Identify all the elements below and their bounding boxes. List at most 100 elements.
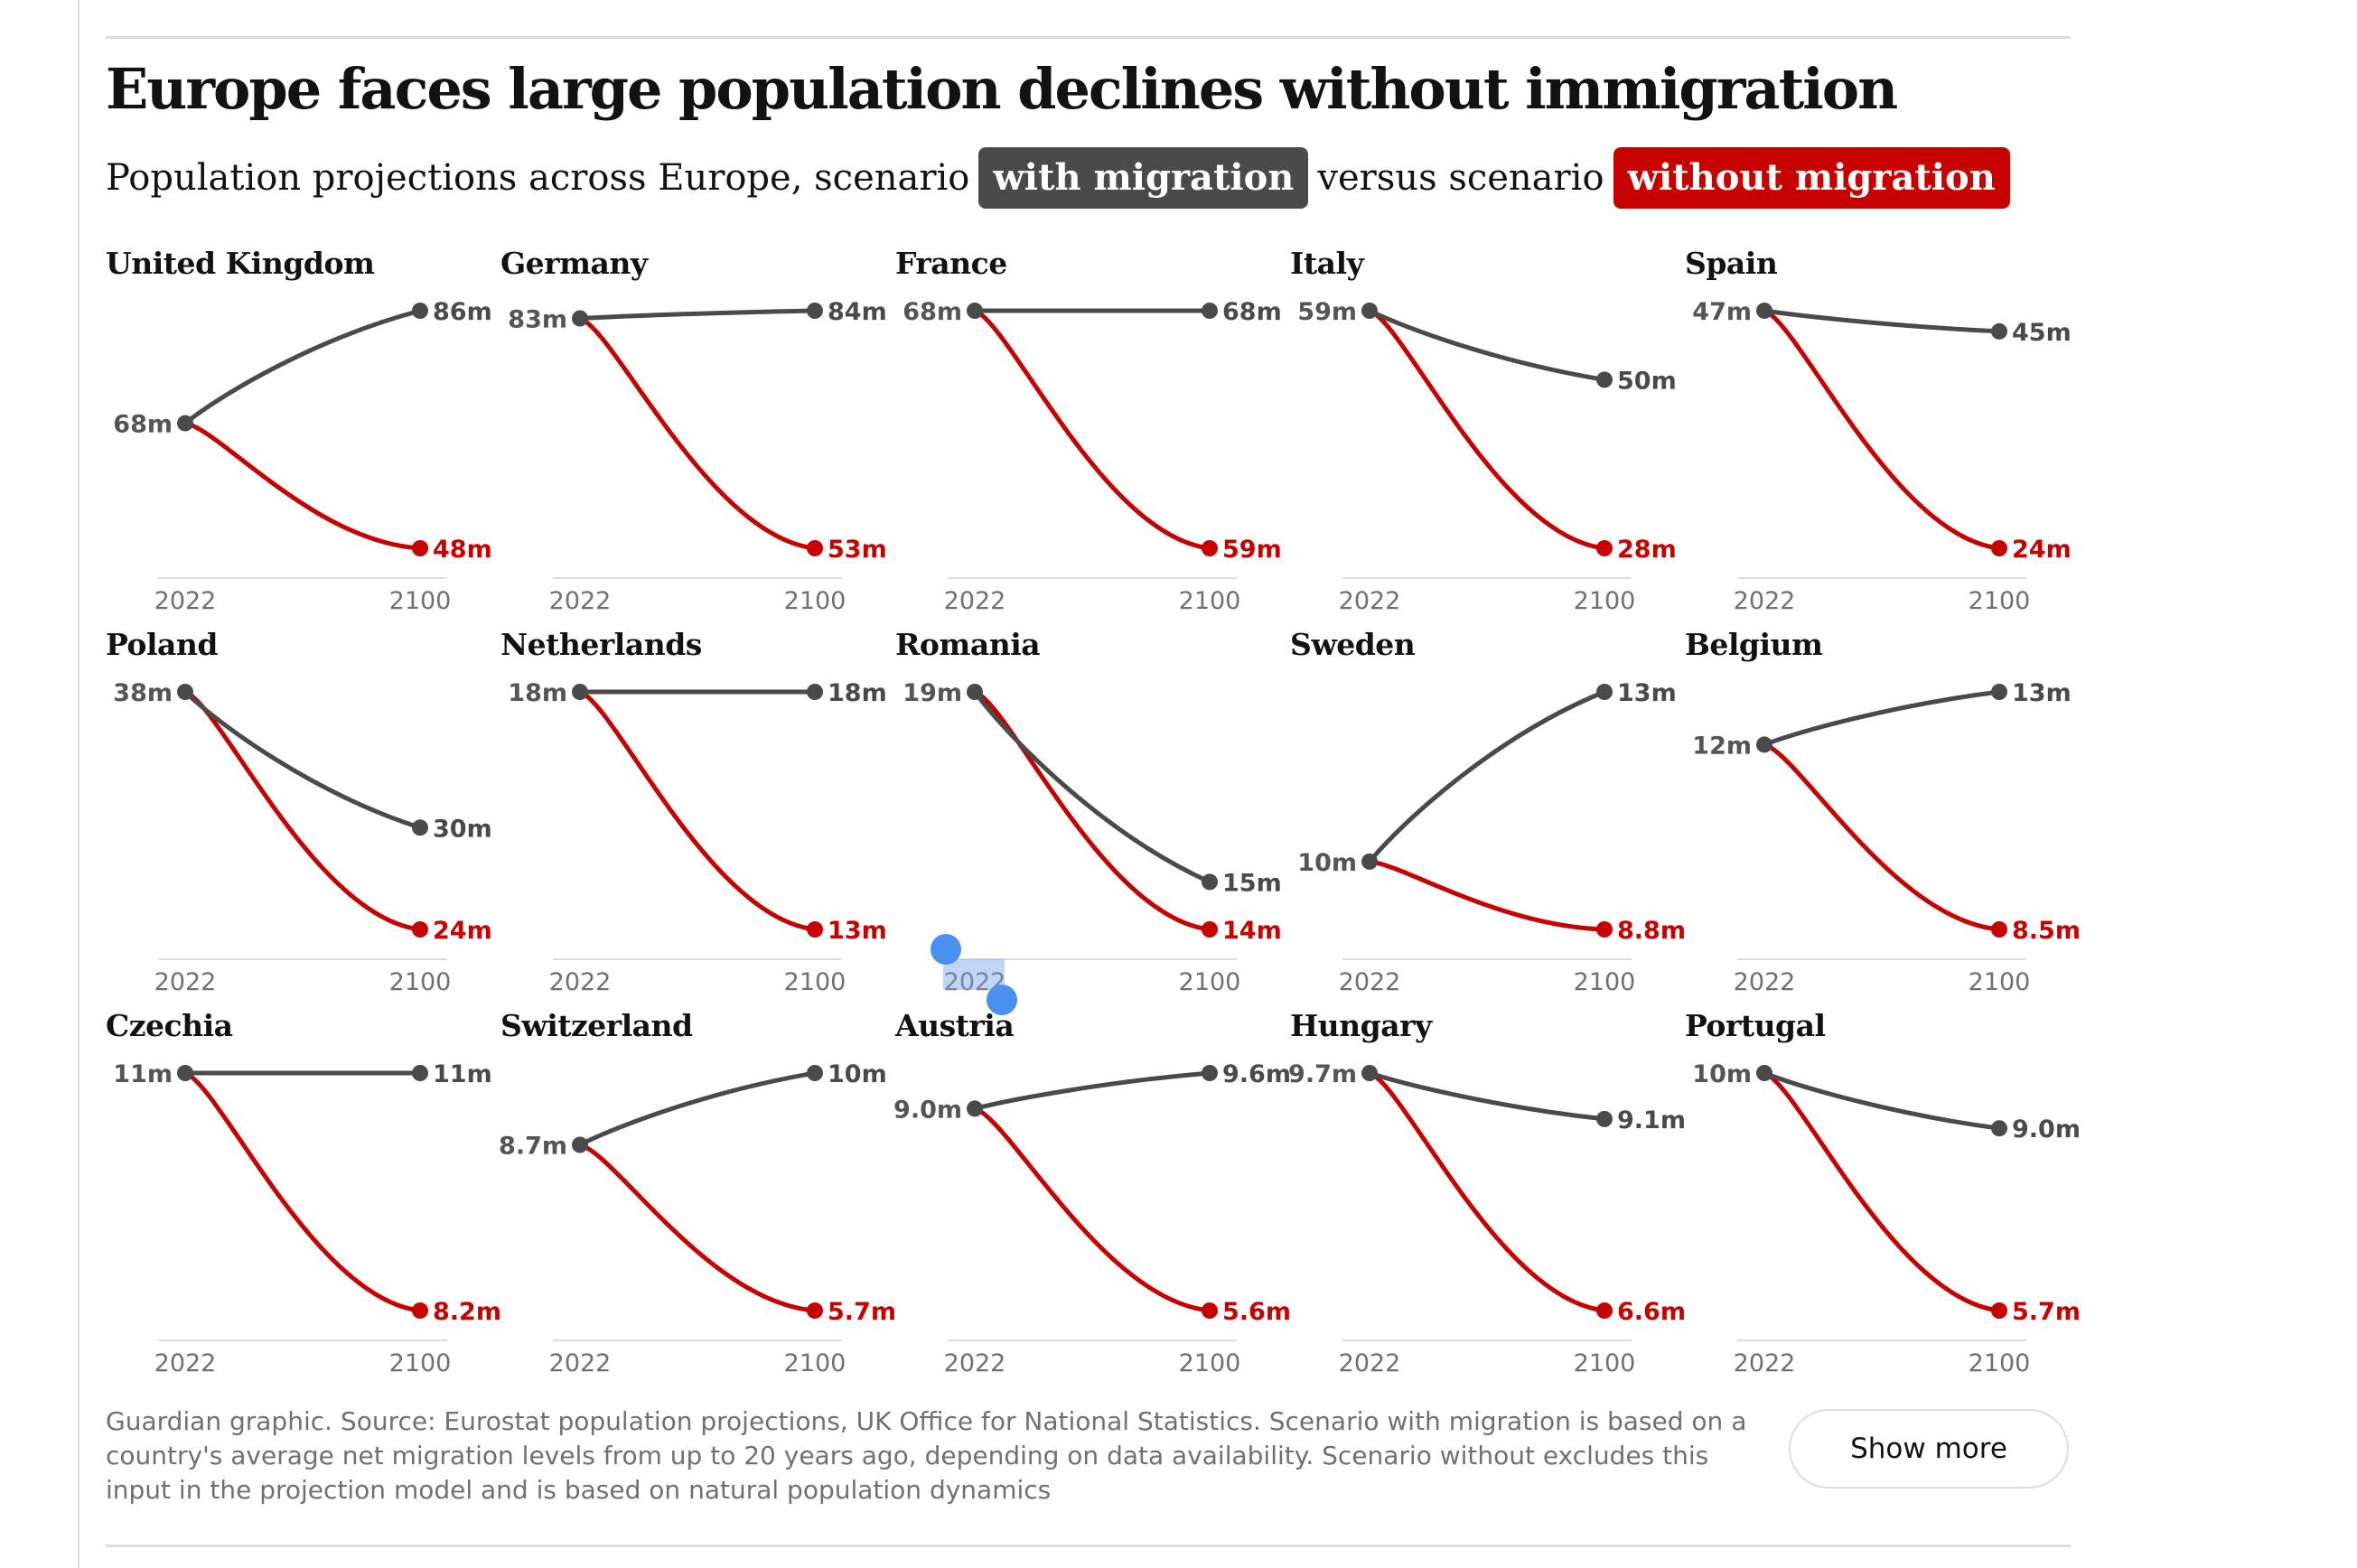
x-tick-label: 2100: [1179, 587, 1241, 615]
with-end-point: [1202, 873, 1218, 891]
chart-svg-united-kingdom: 2022 2100 48m 86m 68m: [113, 298, 492, 615]
x-tick-label: 2100: [1179, 968, 1241, 996]
without-end-point: [1202, 540, 1218, 556]
without-end-point: [1202, 921, 1218, 938]
without-end-point: [1596, 1302, 1613, 1319]
start-point: [1361, 1065, 1378, 1081]
chart-panel-czechia: Czechia 2022 2100 8.2m 11m 11m: [106, 1008, 501, 1387]
show-more-button[interactable]: Show more: [1789, 1409, 2069, 1489]
with-migration-line: [1762, 1070, 2002, 1131]
x-tick-label: 2100: [784, 1349, 846, 1377]
x-tick-label: 2022: [944, 1349, 1006, 1377]
top-divider: [106, 36, 2071, 39]
without-migration-line: [182, 689, 423, 932]
subtitle: Population projections across Europe, sc…: [106, 145, 2019, 211]
with-end-label: 11m: [433, 1060, 492, 1088]
with-migration-line: [1367, 1070, 1607, 1122]
x-tick-label: 2022: [1734, 968, 1796, 996]
start-label: 9.0m: [893, 1096, 962, 1124]
with-end-point: [1596, 684, 1613, 700]
x-tick-label: 2022: [944, 587, 1006, 615]
chart-title-austria: Austria: [895, 1008, 1015, 1043]
with-migration-line: [577, 308, 818, 321]
with-end-label: 84m: [828, 298, 887, 326]
with-end-point: [1596, 371, 1613, 388]
chart-panel-portugal: Portugal 2022 2100 5.7m 9.0m 10m: [1685, 1008, 2081, 1387]
with-end-point: [412, 1065, 428, 1081]
without-end-label: 28m: [1617, 536, 1677, 564]
chart-panel-belgium: Belgium 2022 2100 8.5m 13m 12m: [1685, 627, 2081, 1006]
start-point: [177, 415, 193, 432]
with-end-label: 45m: [2012, 319, 2072, 347]
without-end-label: 59m: [1222, 536, 1282, 564]
without-migration-line: [182, 421, 423, 551]
x-tick-label: 2100: [1969, 587, 2031, 615]
start-point: [967, 684, 983, 700]
with-end-label: 50m: [1617, 367, 1677, 395]
source-note: Guardian graphic. Source: Eurostat popul…: [106, 1406, 1747, 1505]
without-end-point: [807, 1302, 823, 1319]
x-tick-label: 2100: [1574, 587, 1636, 615]
start-label: 47m: [1692, 298, 1752, 326]
x-tick-label: 2022: [549, 587, 612, 615]
without-migration-line: [577, 316, 818, 551]
chart-panel-france: France 2022 2100 59m 68m 68m: [895, 246, 1284, 625]
chart-svg-portugal: 2022 2100 5.7m 9.0m 10m: [1692, 1060, 2081, 1377]
start-label: 18m: [508, 679, 567, 707]
x-tick-label: 2022: [1339, 968, 1401, 996]
without-end-label: 6.6m: [1617, 1298, 1686, 1326]
chart-title-czechia: Czechia: [106, 1008, 233, 1043]
without-end-label: 48m: [433, 536, 492, 564]
without-end-point: [1991, 540, 2007, 556]
without-migration-line: [577, 689, 818, 932]
chart-svg-germany: 2022 2100 53m 84m 83m: [508, 298, 887, 615]
chart-title-portugal: Portugal: [1685, 1008, 1826, 1043]
without-migration-key: without migration: [1613, 147, 2010, 209]
start-label: 68m: [113, 411, 173, 439]
with-end-label: 13m: [1617, 679, 1677, 707]
x-tick-label: 2022: [1339, 587, 1401, 615]
start-point: [967, 303, 983, 319]
with-end-label: 18m: [828, 679, 887, 707]
without-migration-line: [1762, 1070, 2002, 1313]
x-tick-label: 2100: [1969, 968, 2031, 996]
chart-svg-switzerland: 2022 2100 5.7m 10m 8.7m: [499, 1060, 896, 1377]
x-tick-label: 2022: [1734, 1349, 1796, 1377]
chart-svg-spain: 2022 2100 24m 45m 47m: [1692, 298, 2072, 615]
chart-title-sweden: Sweden: [1290, 627, 1416, 662]
x-tick-label: 2022: [549, 968, 612, 996]
chart-title-spain: Spain: [1685, 246, 1778, 281]
x-tick-label: 2100: [784, 587, 846, 615]
start-label: 10m: [1297, 849, 1357, 877]
x-tick-label: 2100: [389, 587, 452, 615]
with-end-point: [1991, 684, 2007, 700]
with-end-point: [807, 1065, 823, 1081]
chart-title-switzerland: Switzerland: [500, 1008, 693, 1043]
chart-svg-poland: 2022 2100 24m 30m 38m: [113, 679, 492, 996]
start-label: 59m: [1297, 298, 1357, 326]
x-tick-label: 2022: [1339, 1349, 1401, 1377]
chart-svg-czechia: 2022 2100 8.2m 11m 11m: [113, 1060, 501, 1377]
without-end-point: [412, 540, 428, 556]
chart-panel-germany: Germany 2022 2100 53m 84m 83m: [500, 246, 889, 625]
with-end-label: 9.0m: [2012, 1115, 2081, 1143]
x-tick-label: 2022: [1734, 587, 1796, 615]
chart-panel-sweden: Sweden 2022 2100 8.8m 13m 10m: [1290, 627, 1686, 1006]
start-point: [967, 1100, 983, 1117]
start-label: 38m: [113, 679, 173, 707]
start-label: 19m: [903, 679, 962, 707]
with-migration-line: [1367, 689, 1607, 864]
chart-svg-belgium: 2022 2100 8.5m 13m 12m: [1692, 679, 2081, 996]
x-tick-label: 2100: [1574, 1349, 1636, 1377]
without-end-label: 53m: [828, 536, 887, 564]
chart-svg-france: 2022 2100 59m 68m 68m: [903, 298, 1282, 615]
x-tick-label: 2100: [1179, 1349, 1241, 1377]
x-tick-label: 2100: [389, 968, 452, 996]
without-end-label: 24m: [433, 917, 492, 945]
selection-start-handle[interactable]: [931, 934, 961, 965]
without-end-point: [1991, 1302, 2007, 1319]
without-end-point: [807, 921, 823, 938]
selection-end-handle[interactable]: [987, 985, 1017, 1015]
without-end-label: 24m: [2012, 536, 2072, 564]
without-end-point: [1596, 540, 1613, 556]
